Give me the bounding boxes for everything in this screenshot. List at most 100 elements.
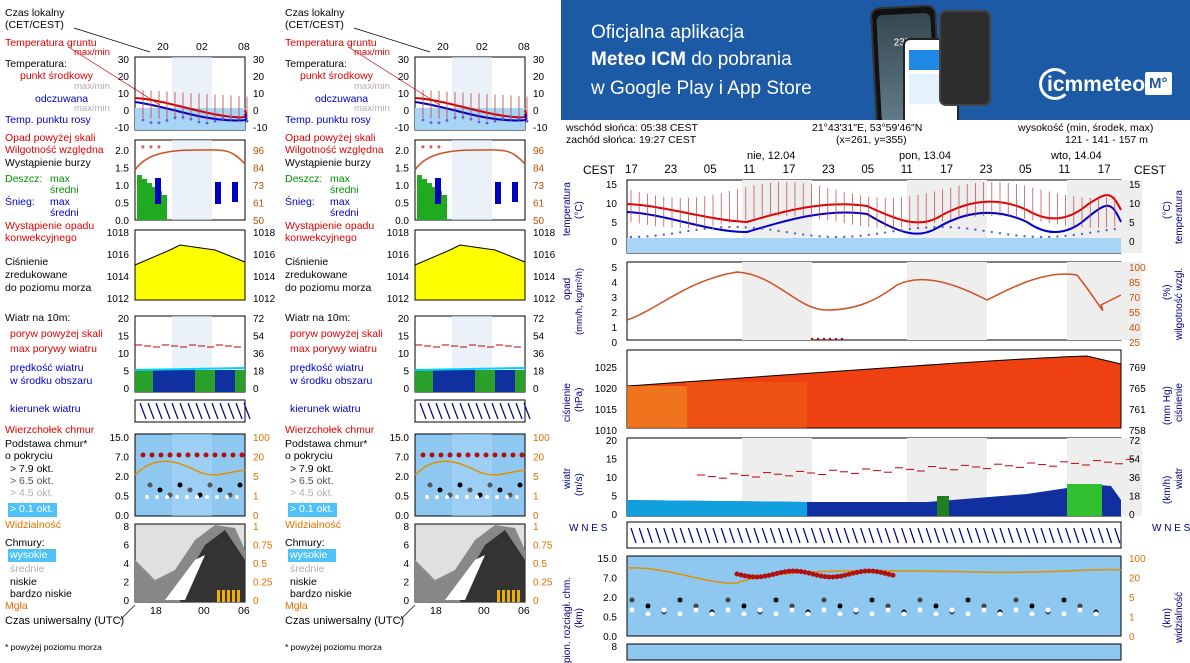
big-cloud-top-dot	[890, 572, 896, 578]
cloud-okt-79: > 7.9 okt.	[290, 463, 334, 475]
big-dew-point	[769, 228, 772, 231]
cloud-base-dot	[205, 495, 209, 499]
cover-tick-right: 0.25	[533, 578, 553, 589]
wind-tick-right: 72	[253, 314, 265, 325]
cloud-tick: 0.0	[395, 511, 409, 522]
big-cloud-top-dot	[734, 571, 740, 577]
banner-line3: w Google Play i App Store	[591, 78, 812, 99]
dew-point	[445, 119, 449, 122]
big-temp-line	[626, 194, 1122, 224]
big-cloud-top-dot	[750, 574, 756, 580]
visibility-tick: 100	[253, 433, 270, 444]
cover-low: niskie	[290, 576, 317, 588]
wind-title: Wiatr na 10m:	[285, 312, 351, 324]
big-cloud-base-dot	[741, 603, 747, 609]
cloud-tick: 2.0	[395, 472, 409, 483]
big-cloud-base-dot	[885, 603, 891, 609]
wind-tick: 10	[118, 349, 130, 360]
temp-maxmin2-label: max/min	[74, 103, 110, 114]
cloud-base-label: Podstawa chmur*	[285, 438, 368, 450]
top-tick: 08	[238, 41, 250, 53]
big-temp-tick-right: 15	[1129, 180, 1141, 191]
temp-ground-maxmin: max/min	[354, 47, 390, 58]
big-cloud-base-dot	[773, 597, 779, 603]
humidity-line	[134, 149, 246, 171]
bottom-tick: 18	[430, 605, 442, 617]
big-temp-tick: 10	[606, 199, 618, 210]
humidity-tick: 61	[253, 199, 265, 210]
temp-tick: 30	[118, 55, 130, 66]
precip-tick: 0.5	[115, 199, 129, 210]
dew-point	[141, 118, 145, 122]
humidity-tick: 61	[533, 199, 545, 210]
cloud-top-dot	[149, 452, 155, 458]
cloud-tick: 15.0	[390, 433, 410, 444]
wind-arrow	[523, 402, 531, 420]
cloud-base-dot	[517, 482, 523, 488]
wind-arrow	[195, 402, 203, 420]
leader-line	[353, 27, 431, 53]
big-cloud-base-dot	[805, 611, 811, 617]
temp-feels-label: odczuwana	[35, 93, 89, 105]
app-banner[interactable]: Oficjalna aplikacja Meteo ICM do pobrani…	[561, 0, 1190, 120]
temp-maxmin2-label: max/min	[354, 103, 390, 114]
time-local-label: Czas lokalny	[285, 7, 345, 19]
hour-tick: 17	[625, 164, 638, 176]
cloud-okt-79: > 7.9 okt.	[10, 463, 54, 475]
visibility-tick: 5	[533, 472, 539, 483]
pressure-label-3: do poziomu morza	[285, 282, 372, 294]
big-cloud-base-dot	[693, 603, 699, 609]
wind-arrow	[203, 402, 211, 420]
big-wind-tick-right: 72	[1129, 436, 1141, 447]
banner-line1: Oficjalna aplikacja	[591, 22, 745, 43]
big-pressure-tick-right: 769	[1129, 363, 1146, 374]
cloud-tick: 0.5	[115, 492, 129, 503]
big-dew-point	[646, 235, 649, 238]
snow-bar	[215, 182, 221, 204]
wind-tick: 0	[123, 384, 129, 395]
big-cloud-base-dot	[821, 597, 827, 603]
meteogram-small-1: Czas lokalny (CET/CEST) 20 02 08 Tempera…	[0, 0, 280, 660]
temp-tick-right: 10	[253, 89, 265, 100]
big-precip-tick: 3	[611, 293, 617, 304]
big-wind-arrow	[1106, 527, 1113, 544]
wind-speed-label: prędkość wiatru	[10, 362, 84, 374]
big-cloud-base-dot	[965, 611, 971, 617]
big-cloud-base-dot	[1077, 603, 1083, 609]
cloud-base-dot	[445, 495, 449, 499]
big-cloud-top-dot	[854, 569, 860, 575]
humidity-tick: 50	[533, 216, 545, 227]
precip-tick: 2.0	[395, 146, 409, 157]
big-wind-arrow	[720, 527, 727, 544]
big-cloud-base-dot	[1077, 607, 1083, 613]
pressure-tick: 1012	[107, 294, 130, 305]
dew-point	[165, 119, 169, 122]
big-cloud-top-dot	[878, 569, 884, 575]
cover-tick: 4	[403, 559, 409, 570]
cloud-base-dot	[475, 495, 479, 499]
snow-max-label: max	[330, 196, 350, 208]
cloud-top-dot	[212, 452, 218, 458]
cloud-tick: 15.0	[110, 433, 130, 444]
leader-line	[73, 27, 151, 53]
wind-arrow	[475, 402, 483, 420]
big-cloud-tick: 15.0	[598, 554, 618, 565]
pressure-tick-right: 1012	[253, 294, 276, 305]
storm-marker: *	[157, 144, 161, 155]
dew-point	[517, 116, 521, 120]
big-cloud-tick: 0.5	[603, 613, 617, 624]
dew-point	[229, 115, 233, 119]
big-wind-arrow	[737, 527, 744, 544]
big-cloud-top-dot	[834, 574, 840, 580]
temp-tick-right: 10	[533, 89, 545, 100]
snow-label: Śnieg:	[5, 196, 35, 208]
fog-label: Mgła	[285, 600, 308, 612]
visibility-tick: 0	[533, 511, 539, 522]
big-cloud-base-dot	[837, 603, 843, 609]
cloud-top-dot	[167, 452, 173, 458]
cover-tick: 0	[123, 596, 129, 607]
temp-title: Temperatura:	[5, 58, 67, 70]
precip-tick: 1.0	[395, 181, 409, 192]
big-wind-arrow	[827, 527, 834, 544]
big-dew-point	[1015, 234, 1018, 237]
